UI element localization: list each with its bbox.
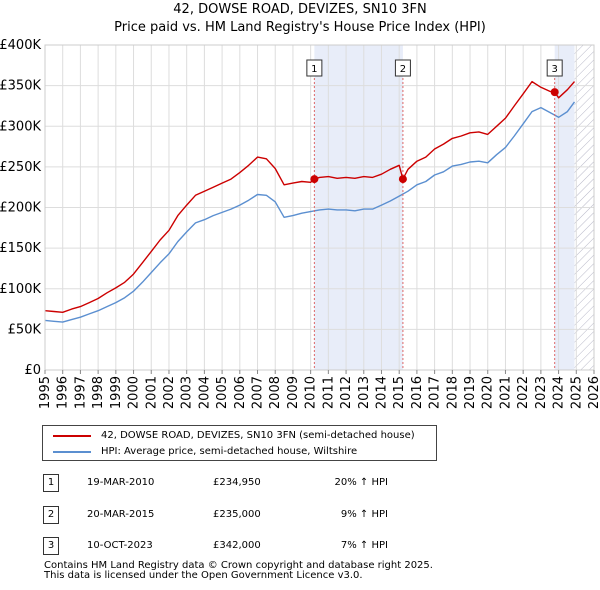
sale-price: £342,000 [213, 540, 261, 551]
y-axis-ticks: £0 £50K £100K £150K £200K £250K £300K £350K £400… [0, 38, 41, 378]
x-tick-label: 2002 [162, 376, 177, 409]
x-tick-label: 2013 [357, 376, 372, 409]
sale-label: 1 [311, 64, 317, 75]
sale-label: 3 [551, 64, 557, 75]
sale-point [398, 175, 407, 184]
x-tick-label: 2007 [251, 376, 266, 409]
x-tick-label: 1995 [38, 376, 53, 409]
footer-copyright: Contains HM Land Registry data © Crown c… [44, 560, 433, 571]
sale-point [550, 88, 559, 97]
x-tick-label: 2005 [215, 376, 230, 409]
legend-label-property: 42, DOWSE ROAD, DEVIZES, SN10 3FN (semi-… [101, 430, 415, 441]
x-tick-label: 2021 [498, 376, 513, 409]
price-chart: 42, DOWSE ROAD, DEVIZES, SN10 3FN Price … [0, 2, 600, 409]
sale-markers: 1 2 3 [306, 59, 563, 370]
sale-point [310, 175, 319, 184]
sale-price: £235,000 [213, 509, 261, 520]
x-tick-label: 2020 [481, 376, 496, 409]
y-tick-label: £400K [0, 38, 41, 53]
x-tick-label: 2019 [463, 376, 478, 409]
footer-licence: This data is licensed under the Open Gov… [44, 570, 363, 581]
sale-row: 1 19-MAR-2010 £234,950 20% ↑ HPI [42, 474, 542, 492]
x-tick-label: 1998 [91, 376, 106, 409]
legend-line-property [53, 435, 91, 437]
sale-date: 10-OCT-2023 [87, 540, 153, 551]
x-tick-label: 2010 [304, 376, 319, 409]
x-tick-label: 2001 [144, 376, 159, 409]
x-tick-label: 1997 [73, 376, 88, 409]
y-tick-label: £250K [0, 160, 41, 175]
x-tick-label: 2022 [516, 376, 531, 409]
sale-number-badge: 2 [43, 506, 59, 524]
x-tick-label: 2023 [534, 376, 549, 409]
y-tick-label: £350K [0, 79, 41, 94]
sale-row: 2 20-MAR-2015 £235,000 9% ↑ HPI [42, 506, 542, 524]
x-tick-label: 1999 [109, 376, 124, 409]
sale-number-badge: 1 [43, 474, 59, 492]
sale-number-badge: 3 [43, 537, 59, 555]
sale-hpi-change: 9% ↑ HPI [340, 509, 388, 520]
y-tick-label: £150K [0, 241, 41, 256]
x-tick-label: 2014 [374, 376, 389, 409]
x-tick-label: 2003 [180, 376, 195, 409]
chart-subtitle: Price paid vs. HM Land Registry's House … [114, 20, 486, 35]
x-tick-label: 2000 [127, 376, 142, 409]
sale-hpi-change: 7% ↑ HPI [340, 540, 388, 551]
footer-attribution: Contains HM Land Registry data © Crown c… [44, 561, 433, 581]
x-tick-label: 2016 [410, 376, 425, 409]
x-tick-label: 2026 [587, 376, 600, 409]
y-tick-label: £200K [0, 201, 41, 216]
sale-row: 3 10-OCT-2023 £342,000 7% ↑ HPI [42, 537, 542, 555]
legend-label-hpi: HPI: Average price, semi-detached house,… [101, 446, 358, 457]
y-tick-label: £50K [8, 322, 42, 337]
x-tick-label: 2004 [197, 376, 212, 409]
x-tick-label: 2012 [339, 376, 354, 409]
sale-date: 19-MAR-2010 [87, 477, 155, 488]
legend-line-hpi [53, 451, 91, 453]
x-tick-label: 2017 [428, 376, 443, 409]
sale-hpi-change: 20% ↑ HPI [334, 477, 388, 488]
x-tick-label: 2015 [392, 376, 407, 409]
sale-price: £234,950 [213, 477, 261, 488]
y-tick-label: £300K [0, 119, 41, 134]
x-axis-ticks: 1995 1996 1997 1998 1999 2000 2001 2002 2003 2004… [38, 370, 600, 409]
plot-border [44, 44, 595, 371]
x-tick-label: 2009 [286, 376, 301, 409]
hpi-line [45, 101, 576, 323]
x-tick-label: 2025 [569, 376, 584, 409]
y-tick-label: £0 [24, 363, 41, 378]
chart-title: 42, DOWSE ROAD, DEVIZES, SN10 3FN [173, 2, 426, 17]
sale-label-box [394, 59, 411, 77]
y-tick-label: £100K [0, 282, 41, 297]
sale-label-box [546, 59, 563, 77]
sale-date: 20-MAR-2015 [87, 509, 155, 520]
x-tick-label: 2024 [552, 376, 567, 409]
x-tick-label: 2018 [445, 376, 460, 409]
x-tick-label: 2006 [233, 376, 248, 409]
x-tick-label: 2008 [268, 376, 283, 409]
x-tick-label: 1996 [56, 376, 71, 409]
sale-label: 2 [400, 64, 406, 75]
legend: 42, DOWSE ROAD, DEVIZES, SN10 3FN (semi-… [42, 425, 437, 461]
x-tick-label: 2011 [321, 376, 336, 409]
sale-label-box [306, 59, 323, 77]
